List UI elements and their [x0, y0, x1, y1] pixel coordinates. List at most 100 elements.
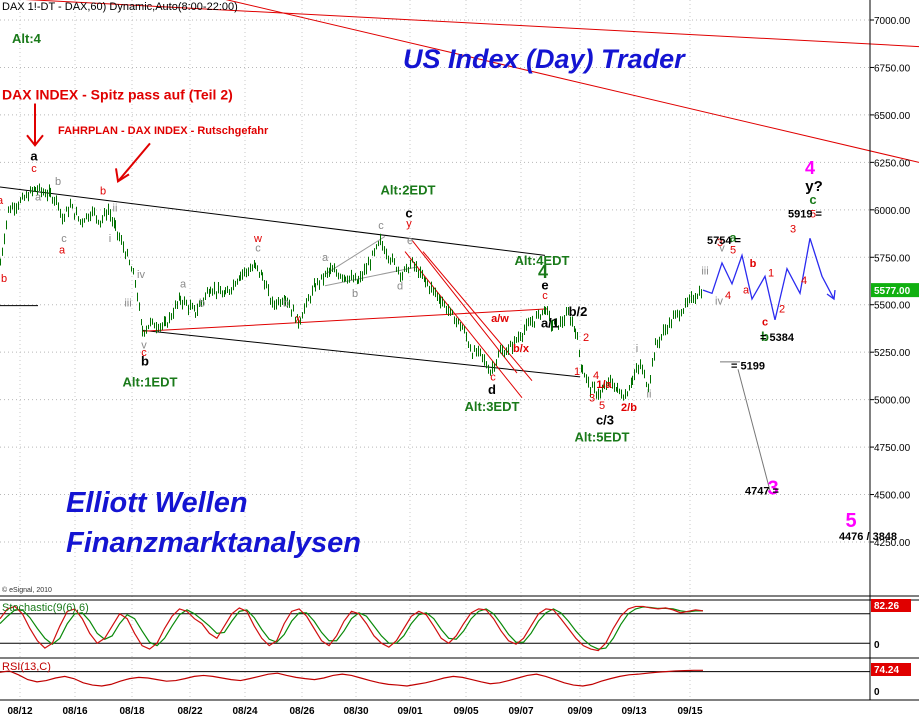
indicator-value-marker [871, 599, 911, 612]
wave-label-layer: acbaabbiicaiiviiivcbAlt:1EDTabwcbxabcyce… [0, 31, 897, 543]
wave-label: c [141, 347, 147, 359]
indicator-value-label: 0 [874, 640, 880, 651]
arrow-head [26, 134, 44, 147]
wave-label: Alt:2EDT [381, 183, 436, 198]
wave-label: b [750, 258, 757, 270]
wave-label: 5 [845, 510, 856, 532]
wave-label: v [719, 243, 725, 255]
indicator-value-label: 82.26 [874, 601, 899, 612]
x-tick-label: 08/16 [62, 706, 87, 717]
projection-arrowhead [826, 289, 836, 301]
chart-header-text: DAX 1!-DT - DAX,60) Dynamic,Auto(8:00-22… [2, 1, 238, 13]
y-tick-label: 4750.00 [874, 443, 911, 454]
wave-label: iv [137, 269, 145, 281]
wave-label: Alt:5EDT [575, 429, 630, 444]
wave-label: 4 [725, 290, 731, 302]
y-tick-label: 5750.00 [874, 253, 911, 264]
wave-label: i [109, 233, 111, 245]
wave-label: a/w [491, 313, 509, 325]
last-price-label: 5577.00 [874, 286, 911, 297]
price-annotation: 4476 / 3848 [839, 531, 897, 543]
wave-label: ii [647, 389, 652, 401]
wave-label: b [761, 329, 769, 344]
wave-label: y [406, 218, 412, 230]
wave-label: a [35, 191, 42, 203]
wave-label: 3 [767, 478, 778, 500]
target-connector [737, 369, 771, 491]
wave-label: 1 [768, 267, 774, 279]
overlay-text: FAHRPLAN - DAX INDEX - Rutschgefahr [58, 125, 269, 137]
wave-label: a/1 [541, 316, 559, 331]
wave-label: Alt:1EDT [123, 374, 178, 389]
wave-label: Alt:3EDT [465, 399, 520, 414]
wave-label: 5 [810, 208, 816, 220]
y-tick-label: 4500.00 [874, 491, 911, 502]
y-tick-label: 6000.00 [874, 206, 911, 217]
wave-label: b [199, 298, 205, 310]
wave-label: b [352, 288, 358, 300]
price-annotation: 5754 = [707, 235, 741, 247]
stochastic-title: Stochastic(9(6),6) [2, 602, 89, 614]
wave-label: 5 [730, 244, 736, 256]
wave-label: c [809, 192, 816, 207]
trendline [324, 266, 419, 287]
channel-line [422, 251, 533, 381]
y-tick-label: 6250.00 [874, 158, 911, 169]
trendline [25, 0, 919, 48]
x-tick-label: 08/24 [232, 706, 257, 717]
wave-label: c [255, 243, 261, 255]
rsi-line [0, 669, 703, 687]
wave-label: a [180, 279, 187, 291]
wave-label: i [636, 343, 638, 355]
wave-label: 2 [779, 303, 785, 315]
y-tick-label: 5000.00 [874, 396, 911, 407]
wave-label: v [141, 339, 147, 351]
overlay-text: DAX INDEX - Spitz pass auf (Teil 2) [2, 87, 233, 103]
wave-label: a [30, 148, 38, 163]
wave-label: 4 [805, 158, 815, 178]
wave-label: a [322, 252, 329, 264]
arrow-shaft [117, 142, 151, 182]
y-tick-label: 5250.00 [874, 348, 911, 359]
y-tick-label: 6500.00 [874, 111, 911, 122]
channel-line [411, 239, 518, 374]
wave-label: 3 [790, 224, 796, 236]
wave-label: c [378, 220, 384, 232]
x-tick-label: 08/26 [289, 706, 314, 717]
wave-label: c [31, 163, 37, 175]
x-tick-label: 09/13 [621, 706, 646, 717]
indicator-value-marker [871, 663, 911, 676]
wave-label: 2 [583, 332, 589, 344]
channel-line [404, 251, 523, 399]
trendline [142, 329, 581, 378]
indicator-value-label: 74.24 [874, 665, 899, 676]
price-annotation: = 5199 [731, 360, 765, 372]
wave-label: y? [805, 178, 823, 195]
wave-label: c [542, 290, 548, 302]
x-tick-label: 08/30 [343, 706, 368, 717]
x-tick-label: 08/22 [177, 706, 202, 717]
wave-label: c/3 [596, 412, 614, 427]
price-annotation: 5919 = [788, 208, 822, 220]
trendline [225, 0, 919, 163]
wave-label: 1/a [596, 379, 612, 391]
wave-label: b [1, 273, 7, 285]
copyright-text: © eSignal, 2010 [2, 586, 52, 594]
trendline [142, 308, 548, 332]
wave-label: iii [124, 298, 131, 310]
arrow-head [115, 168, 130, 184]
indicator-value-label: 0 [874, 687, 880, 698]
x-tick-label: 08/18 [119, 706, 144, 717]
projection-path [702, 238, 835, 321]
last-price-marker [871, 283, 919, 298]
stochastic-d-line [0, 606, 703, 650]
price-annotation: 4747 = [745, 486, 779, 498]
wave-label: 3 [589, 393, 595, 405]
y-tick-label: 4250.00 [874, 538, 911, 549]
wave-label: a [59, 244, 66, 256]
wave-label: c [490, 372, 496, 384]
wave-label: b [283, 298, 289, 310]
x-tick-label: 09/09 [567, 706, 592, 717]
wave-label: iv [715, 296, 723, 308]
